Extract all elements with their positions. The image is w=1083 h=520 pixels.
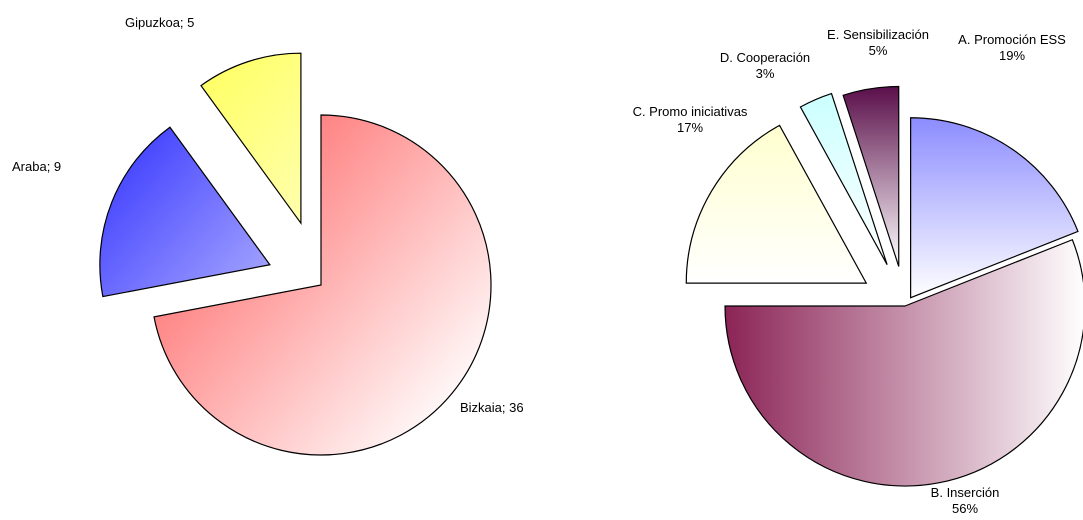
slice-percent-label: 56%	[952, 501, 978, 515]
pie-slice	[724, 238, 1083, 487]
slice-percent-label: 19%	[999, 48, 1025, 63]
slice-label: A. Promoción ESS	[958, 32, 1066, 47]
slice-label: E. Sensibilización	[827, 27, 929, 42]
pie-slice	[200, 52, 302, 226]
slice-label: Gipuzkoa; 5	[125, 15, 194, 30]
slice-percent-label: 5%	[869, 43, 888, 58]
slice-label: C. Promo iniciativas	[633, 104, 748, 119]
pie-slice	[842, 85, 900, 267]
slice-label: D. Cooperación	[720, 50, 810, 65]
pie-slice	[685, 124, 868, 284]
slice-percent-label: 3%	[756, 66, 775, 81]
slice-label: Araba; 9	[12, 159, 61, 174]
slice-percent-label: 17%	[677, 120, 703, 135]
slice-label: Bizkaia; 36	[460, 400, 524, 415]
pie-slice	[910, 117, 1079, 299]
pie-chart-provinces: Bizkaia; 36 Araba; 9 Gipuzkoa; 5	[12, 15, 524, 456]
pie-slice	[153, 114, 492, 456]
pie-slice	[799, 92, 888, 265]
pie-slice	[99, 126, 271, 298]
slice-label: B. Inserción	[931, 485, 1000, 500]
